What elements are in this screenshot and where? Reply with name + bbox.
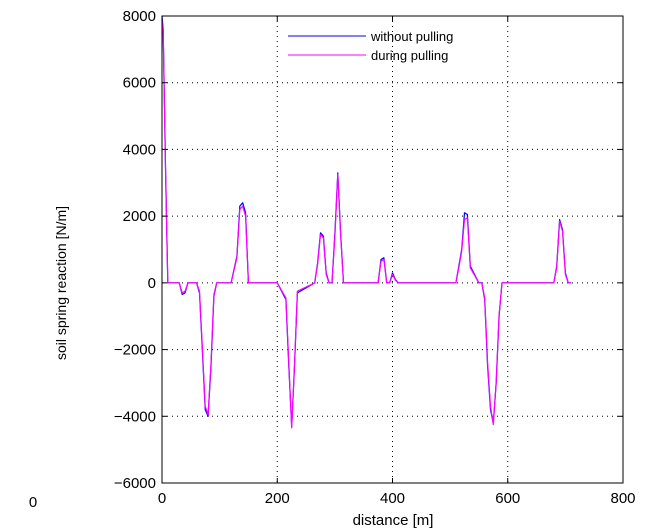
x-tick-label: 800 — [610, 490, 635, 507]
x-tick-labels: 0 200 400 600 800 — [158, 490, 636, 507]
x-tick-label: 400 — [380, 490, 405, 507]
y-tick-label: 6000 — [123, 75, 156, 92]
legend-label-without-pulling: without pulling — [370, 29, 453, 44]
legend: without pulling during pulling — [288, 29, 453, 63]
y-tick-labels: −6000 −4000 −2000 0 2000 4000 6000 8000 — [114, 8, 156, 492]
x-tick-label: 600 — [495, 490, 520, 507]
y-tick-label: −4000 — [114, 408, 156, 425]
tick-marks — [161, 15, 624, 484]
y-tick-label: 8000 — [123, 8, 156, 25]
x-axis-label: distance [m] — [353, 512, 434, 529]
series-lines — [161, 15, 572, 429]
stray-label: 0 — [29, 494, 37, 511]
y-tick-label: 0 — [148, 275, 156, 292]
y-tick-label: −2000 — [114, 342, 156, 359]
series-line-without-pulling — [161, 15, 572, 427]
legend-label-during-pulling: during pulling — [371, 48, 448, 63]
x-tick-label: 200 — [265, 490, 290, 507]
y-tick-label: 4000 — [123, 141, 156, 158]
series-line-during-pulling — [161, 19, 572, 429]
y-tick-label: 2000 — [123, 208, 156, 225]
x-tick-label: 0 — [158, 490, 166, 507]
y-tick-label: −6000 — [114, 475, 156, 492]
grid — [162, 16, 623, 483]
y-axis-label: soil spring reaction [N/m] — [53, 206, 69, 360]
